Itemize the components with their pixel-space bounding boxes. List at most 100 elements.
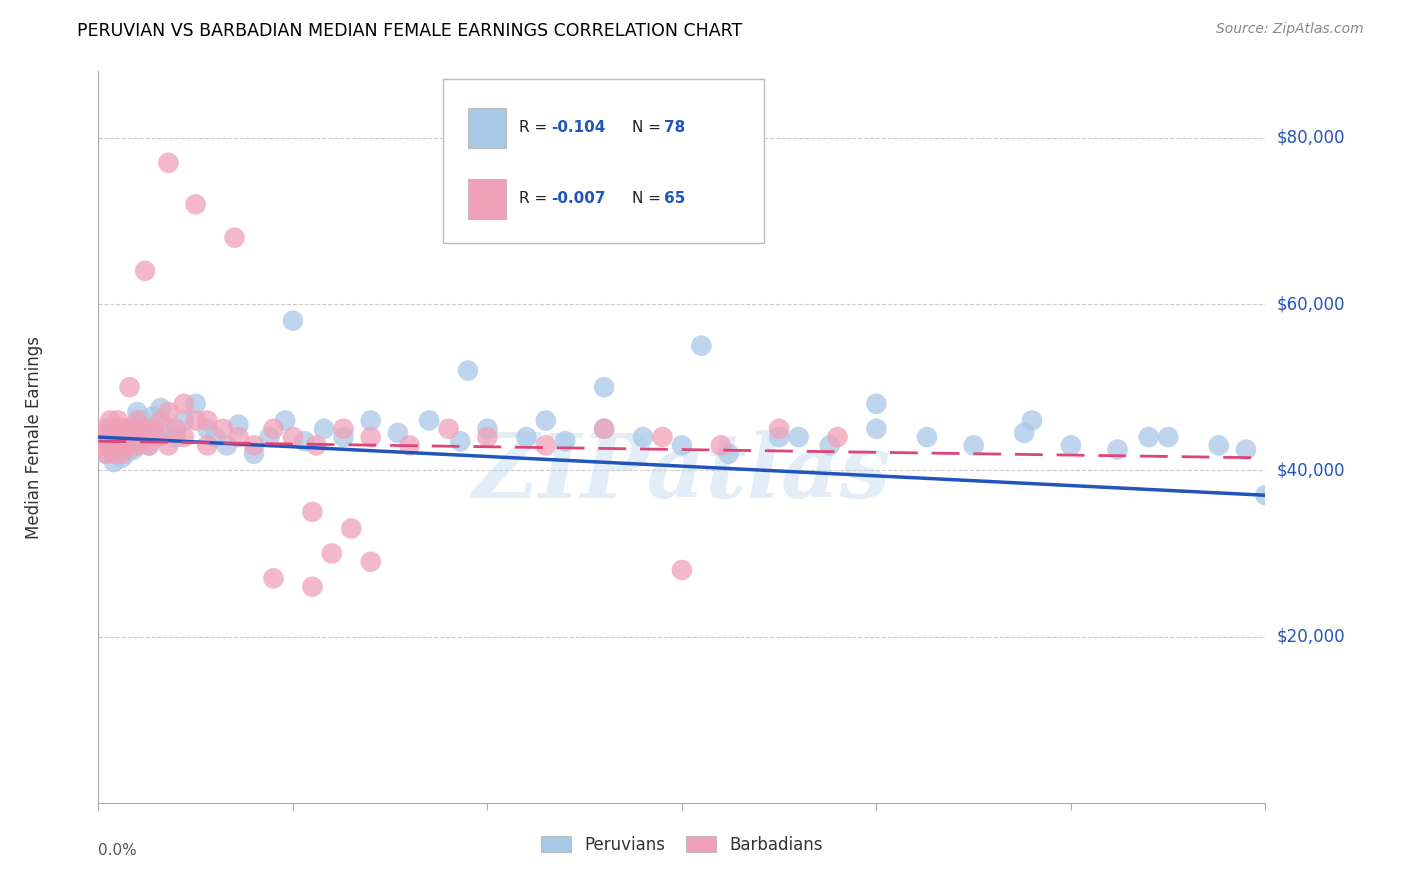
Point <box>134 430 156 444</box>
Point <box>1021 413 1043 427</box>
Text: $40,000: $40,000 <box>1277 461 1346 479</box>
Point <box>593 380 616 394</box>
Point <box>593 422 616 436</box>
Point <box>127 438 149 452</box>
Text: PERUVIAN VS BARBADIAN MEDIAN FEMALE EARNINGS CORRELATION CHART: PERUVIAN VS BARBADIAN MEDIAN FEMALE EARN… <box>77 22 742 40</box>
Point <box>103 430 125 444</box>
Point <box>915 430 938 444</box>
Point <box>1234 442 1257 457</box>
Text: 78: 78 <box>665 120 686 136</box>
Point <box>534 438 557 452</box>
Text: Source: ZipAtlas.com: Source: ZipAtlas.com <box>1216 22 1364 37</box>
Point <box>134 264 156 278</box>
Point <box>138 438 160 452</box>
Point <box>962 438 984 452</box>
Point <box>98 413 121 427</box>
Point <box>228 430 250 444</box>
Point <box>142 409 165 424</box>
Point <box>321 546 343 560</box>
Point <box>122 442 145 457</box>
Point <box>173 397 195 411</box>
Point <box>301 505 323 519</box>
Point <box>818 438 841 452</box>
Point <box>114 438 136 452</box>
Point <box>107 447 129 461</box>
Point <box>107 430 129 444</box>
Point <box>157 438 180 452</box>
Point <box>118 430 141 444</box>
Text: 0.0%: 0.0% <box>98 843 138 858</box>
Point <box>243 447 266 461</box>
Point <box>107 413 129 427</box>
Point <box>98 430 121 444</box>
Point <box>1254 488 1277 502</box>
Point <box>122 425 145 440</box>
Point <box>1208 438 1230 452</box>
Point <box>717 447 740 461</box>
Point <box>91 430 114 444</box>
Point <box>129 422 152 436</box>
Point <box>301 580 323 594</box>
Point <box>165 430 187 444</box>
Point <box>157 422 180 436</box>
Point <box>259 430 281 444</box>
Point <box>477 422 499 436</box>
Point <box>146 430 169 444</box>
Point <box>122 422 145 436</box>
Point <box>103 430 125 444</box>
Point <box>690 338 713 352</box>
FancyBboxPatch shape <box>443 78 763 244</box>
Point <box>98 422 121 436</box>
Text: R =: R = <box>519 120 551 136</box>
Point <box>360 430 382 444</box>
Text: -0.104: -0.104 <box>551 120 606 136</box>
Point <box>96 422 118 436</box>
Point <box>651 430 673 444</box>
Point <box>91 434 114 449</box>
Point <box>118 438 141 452</box>
Point <box>437 422 460 436</box>
Point <box>418 413 440 427</box>
Point <box>1157 430 1180 444</box>
Point <box>305 438 328 452</box>
Point <box>332 430 354 444</box>
Point <box>157 156 180 170</box>
Point <box>157 405 180 419</box>
Text: -0.007: -0.007 <box>551 191 606 206</box>
Point <box>1012 425 1035 440</box>
Point <box>228 417 250 432</box>
Point <box>262 571 284 585</box>
Point <box>827 430 849 444</box>
Point <box>118 380 141 394</box>
Point <box>96 425 118 440</box>
Point <box>534 413 557 427</box>
Point <box>554 434 576 449</box>
Point <box>262 422 284 436</box>
Point <box>91 438 114 452</box>
Point <box>146 430 169 444</box>
Point <box>387 425 409 440</box>
Point <box>111 447 134 461</box>
Point <box>1107 442 1129 457</box>
Point <box>134 422 156 436</box>
Point <box>1060 438 1083 452</box>
Text: $60,000: $60,000 <box>1277 295 1346 313</box>
Point <box>195 422 218 436</box>
Point <box>96 447 118 461</box>
Point <box>1137 430 1160 444</box>
Point <box>398 438 420 452</box>
Point <box>127 405 149 419</box>
Point <box>165 422 187 436</box>
Point <box>114 438 136 452</box>
Point <box>768 430 790 444</box>
Point <box>111 430 134 444</box>
FancyBboxPatch shape <box>468 178 506 219</box>
Text: Median Female Earnings: Median Female Earnings <box>25 335 44 539</box>
Legend: Peruvians, Barbadians: Peruvians, Barbadians <box>534 829 830 860</box>
Point <box>103 455 125 469</box>
Point <box>224 230 246 244</box>
Point <box>103 438 125 452</box>
Point <box>98 438 121 452</box>
Point <box>477 430 499 444</box>
Point <box>449 434 471 449</box>
